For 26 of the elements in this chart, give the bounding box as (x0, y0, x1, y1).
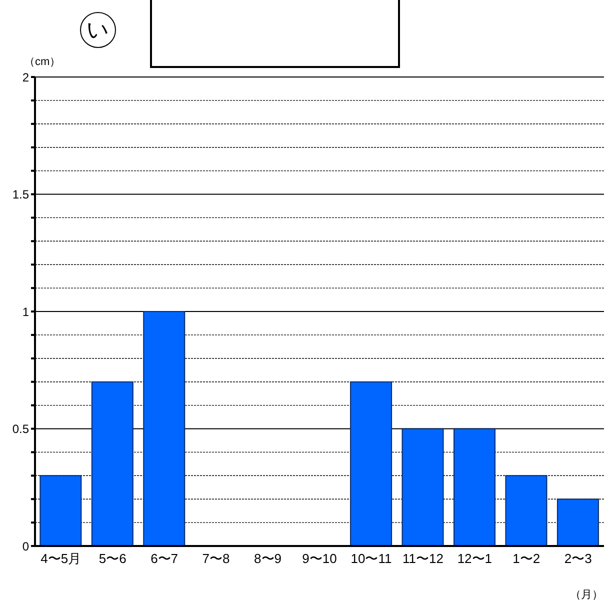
x-tick-label: 2〜3 (564, 551, 592, 566)
x-axis-title: （月） (570, 588, 603, 602)
x-tick-label: 5〜6 (98, 551, 126, 566)
x-tick-label: 9〜10 (302, 551, 337, 566)
x-tick-label: 8〜9 (254, 551, 282, 566)
x-tick-label: 1〜2 (512, 551, 540, 566)
x-tick-label: 10〜11 (350, 551, 392, 566)
x-tick-label: 11〜12 (402, 551, 444, 566)
y-tick-label: 1.5 (12, 188, 30, 202)
bar (402, 428, 444, 546)
x-tick-label: 6〜7 (150, 551, 178, 566)
bar (505, 475, 548, 546)
y-tick-label: 0 (22, 539, 30, 554)
x-tick-label: 7〜8 (202, 551, 230, 566)
bar (350, 381, 392, 546)
bar (91, 381, 134, 546)
x-tick-label: 4〜5月 (40, 551, 82, 566)
x-tick-label: 12〜1 (457, 551, 492, 566)
y-tick-label: 2 (22, 70, 30, 84)
y-tick-label: 1 (22, 304, 30, 319)
bar (40, 475, 82, 546)
bar (453, 428, 496, 546)
bar (143, 311, 186, 546)
bar (556, 498, 599, 546)
y-axis-title: （cm） (24, 55, 61, 69)
y-tick-label: 0.5 (12, 422, 30, 436)
